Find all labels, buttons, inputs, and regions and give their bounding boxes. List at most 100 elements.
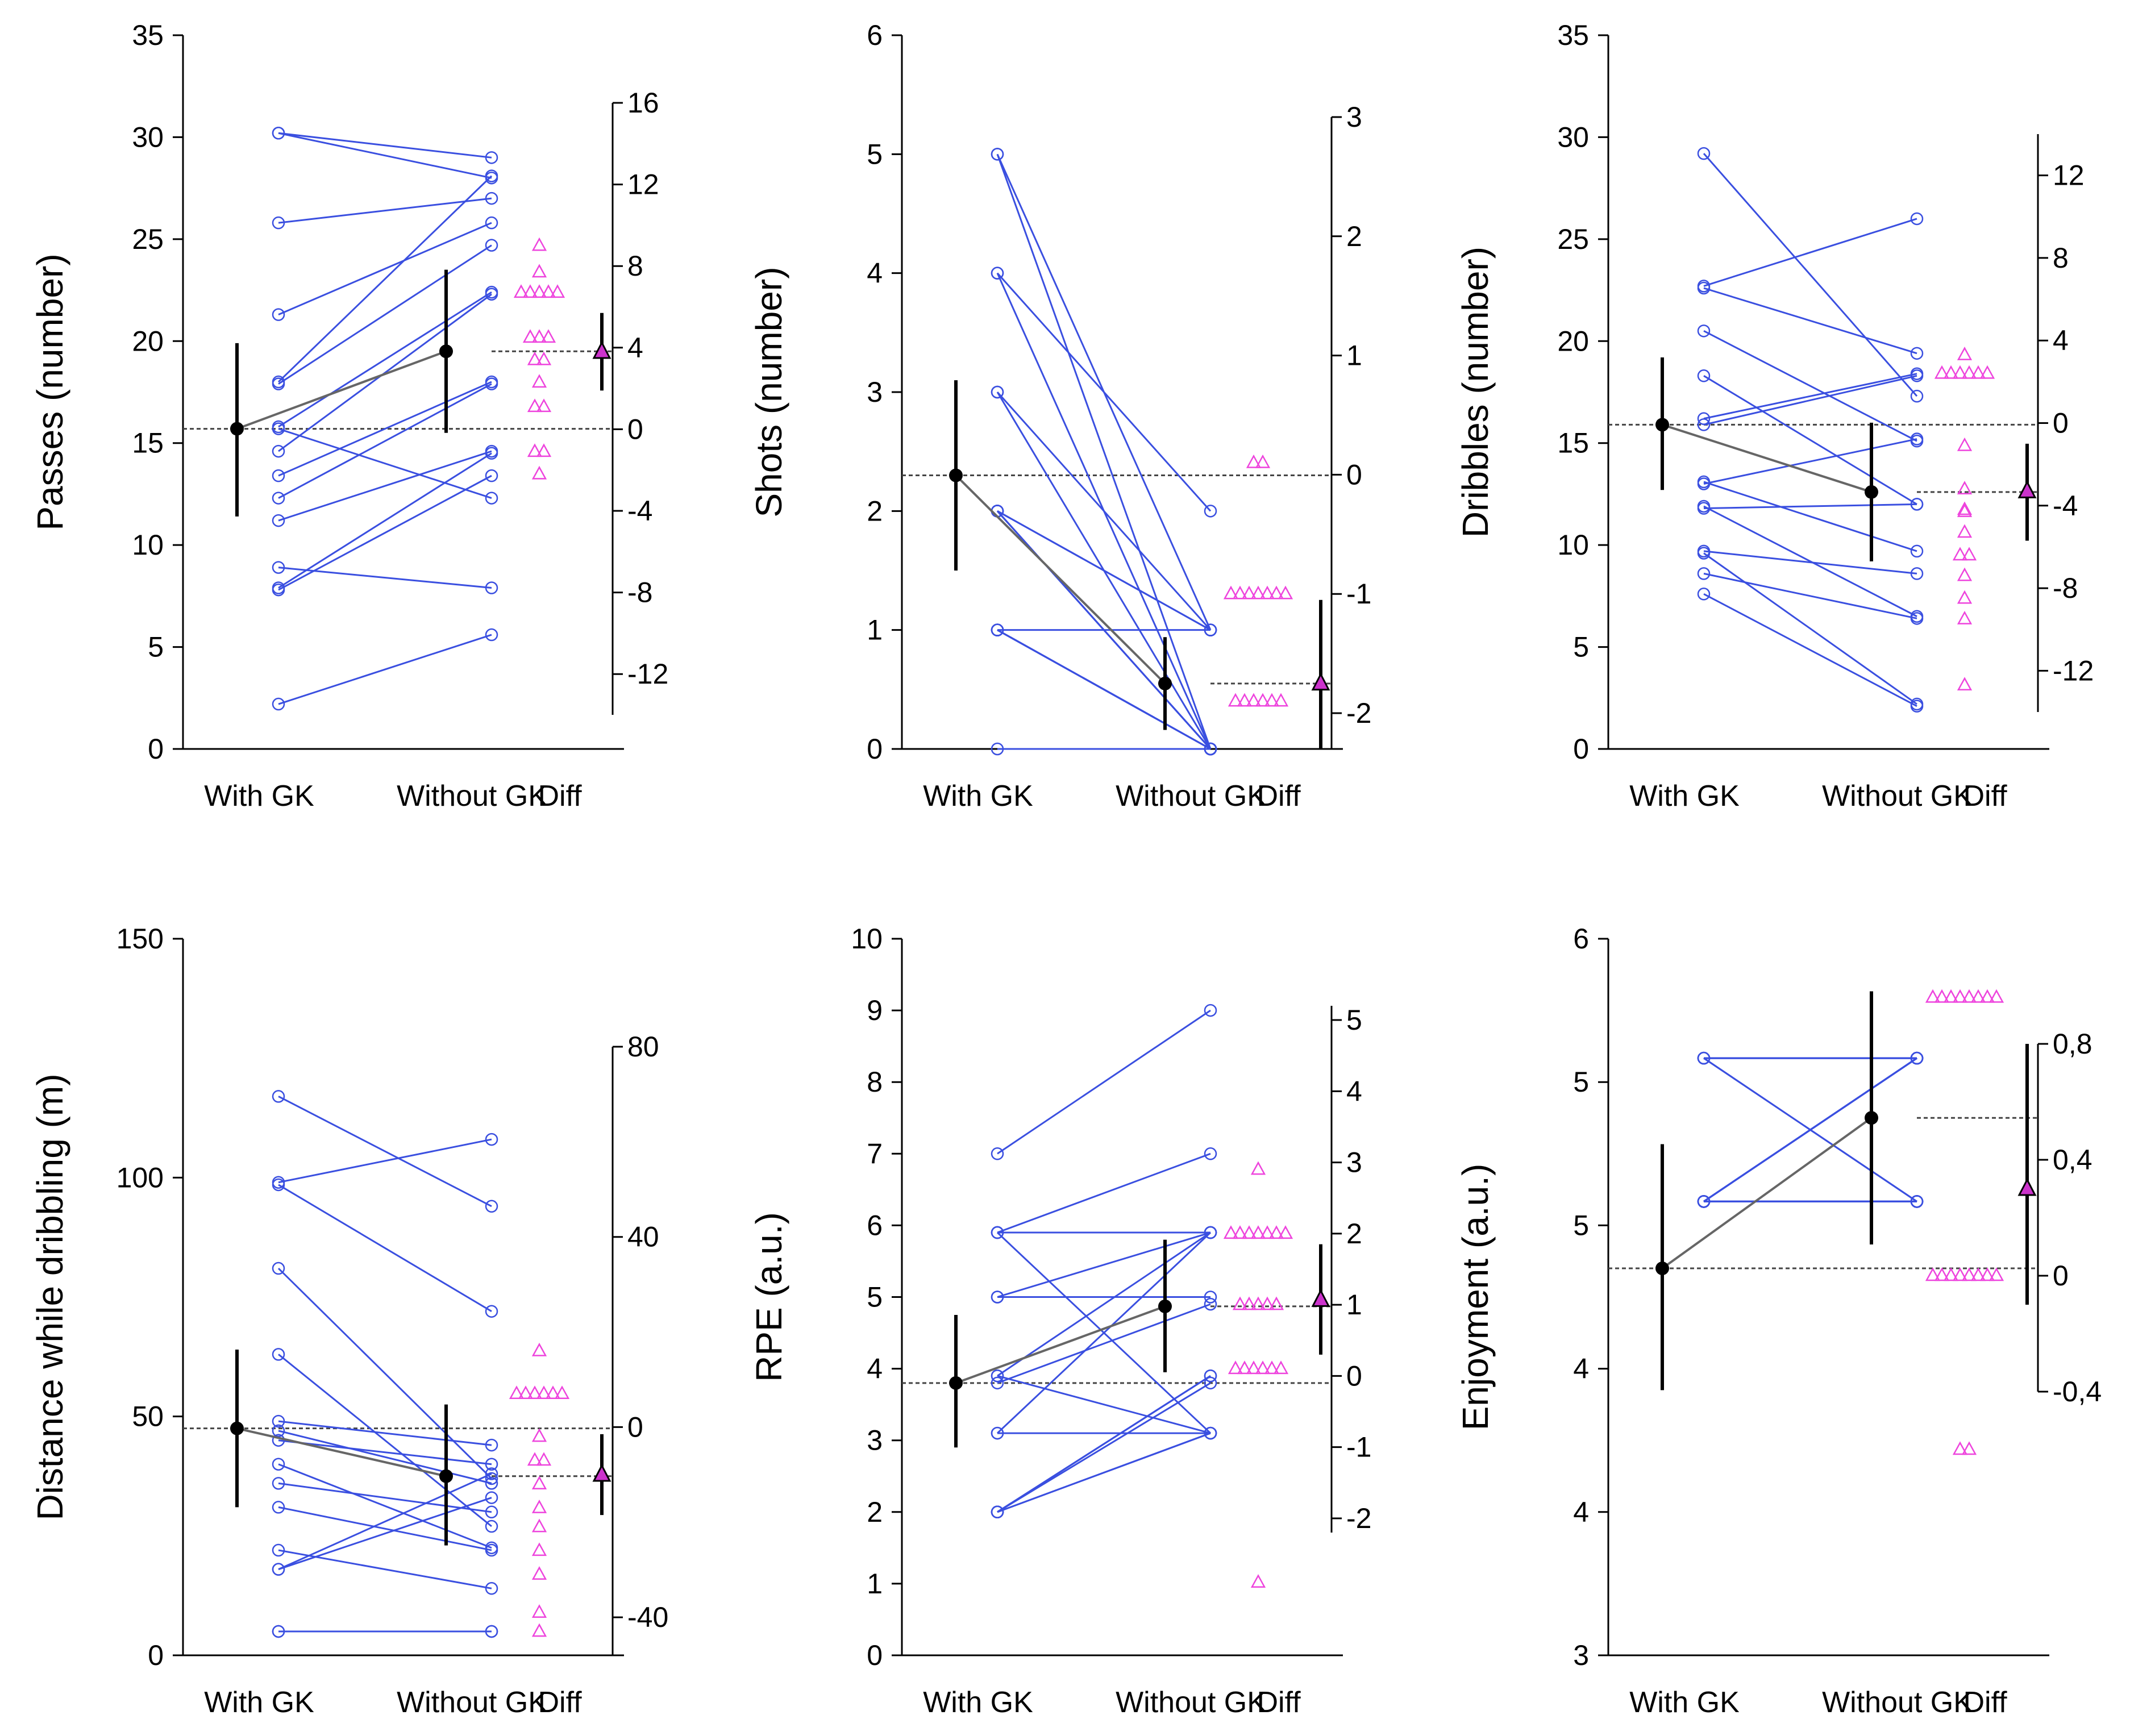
- with-gk-mean: [1655, 1262, 1669, 1276]
- y-tick-label: 7: [867, 1138, 883, 1169]
- y-tick-label: 0: [867, 733, 883, 765]
- y-tick-label: 25: [1557, 223, 1589, 255]
- diff-mean: [2017, 1177, 2037, 1196]
- diff-mean: [1311, 672, 1330, 691]
- diff-point: [1241, 585, 1257, 600]
- mean-line: [236, 1427, 447, 1477]
- mean-line: [955, 474, 1166, 685]
- pair-line: [278, 132, 492, 179]
- y-axis-title: Enjoyment (a.u.): [1455, 1164, 1496, 1431]
- without-gk-point: [1204, 1426, 1217, 1440]
- diff-point: [1952, 1267, 1968, 1281]
- with-gk-mean: [230, 422, 244, 436]
- pair-line: [278, 132, 492, 159]
- diff-tick-label: -12: [627, 658, 668, 690]
- diff-point: [1246, 1360, 1262, 1375]
- diff-point: [1961, 1441, 1977, 1455]
- without-gk-point: [485, 581, 498, 594]
- without-gk-point: [485, 1519, 498, 1533]
- with-gk-point: [272, 1434, 285, 1447]
- diff-point: [531, 1542, 547, 1556]
- without-gk-point: [1910, 498, 1924, 511]
- diff-point: [550, 284, 565, 298]
- diff-point: [531, 465, 547, 480]
- with-gk-point: [1697, 1195, 1711, 1208]
- x-category-label: Diff: [538, 780, 582, 813]
- without-gk-point: [1204, 1290, 1217, 1304]
- diff-point: [1241, 1296, 1257, 1310]
- pair-line: [1703, 373, 1917, 420]
- diff-point: [536, 1385, 552, 1400]
- diff-point: [1952, 365, 1968, 379]
- with-gk-mean: [949, 1376, 963, 1390]
- pair-line: [1703, 218, 1917, 287]
- without-gk-point: [485, 1200, 498, 1213]
- pair-line: [278, 197, 492, 224]
- with-gk-point: [1697, 588, 1711, 601]
- diff-point: [531, 1566, 547, 1580]
- with-gk-point: [991, 1505, 1004, 1519]
- y-tick-label: 10: [851, 923, 883, 955]
- without-gk-point: [1204, 742, 1217, 756]
- pair-line: [1703, 550, 1917, 574]
- diff-tick-label: -8: [627, 577, 652, 609]
- pair-line: [1703, 330, 1917, 442]
- panel-4: 0 50 100 150 Distance while dribbling (m) Wit…: [30, 923, 668, 1719]
- x-category-label: Diff: [1963, 1686, 2007, 1719]
- diff-tick-label: -2: [1346, 697, 1371, 729]
- x-category-label: Diff: [1257, 780, 1301, 813]
- diff-point: [1988, 1267, 2004, 1281]
- y-tick-label: 20: [1557, 325, 1589, 357]
- diff-point: [513, 284, 529, 298]
- diff-point: [1957, 503, 1973, 517]
- without-gk-point: [485, 1472, 498, 1485]
- pair-line: [997, 1375, 1211, 1434]
- with-gk-point: [272, 377, 285, 390]
- diff-point: [1268, 1225, 1284, 1239]
- diff-tick-label: 0: [2053, 407, 2069, 439]
- without-gk-point: [485, 628, 498, 642]
- without-gk-point: [485, 169, 498, 182]
- diff-point: [1979, 1267, 1995, 1281]
- with-gk-point: [272, 444, 285, 458]
- y-tick-label: 6: [1573, 923, 1589, 955]
- pair-line: [278, 452, 492, 589]
- x-category-label: Diff: [538, 1686, 582, 1719]
- pair-line: [278, 1184, 492, 1313]
- diff-tick-label: 0: [2053, 1260, 2069, 1292]
- diff-point: [1255, 454, 1271, 468]
- diff-point: [536, 351, 552, 365]
- without-gk-point: [485, 191, 498, 205]
- x-category-label: Diff: [1963, 780, 2007, 813]
- pair-line: [996, 391, 1212, 631]
- diff-point: [1278, 585, 1293, 600]
- diff-point: [1259, 585, 1275, 600]
- without-gk-point: [1204, 505, 1217, 518]
- diff-point: [1246, 454, 1262, 468]
- diff-point: [1264, 1360, 1280, 1375]
- without-gk-point: [485, 1133, 498, 1146]
- diff-tick-label: 1: [1346, 340, 1362, 372]
- y-tick-label: 10: [132, 529, 164, 561]
- with-gk-point: [272, 1262, 285, 1275]
- with-gk-point: [991, 148, 1004, 161]
- diff-tick-label: -2: [1346, 1502, 1371, 1534]
- y-tick-label: 20: [132, 325, 164, 357]
- diff-mean: [2017, 480, 2037, 498]
- pair-line: [278, 1138, 492, 1184]
- without-gk-point: [1910, 389, 1924, 403]
- x-category-label: With GK: [1629, 780, 1740, 813]
- without-gk-point: [485, 239, 498, 252]
- y-tick-label: 3: [1573, 1639, 1589, 1671]
- diff-point: [527, 351, 543, 365]
- diff-tick-label: 4: [2053, 324, 2069, 356]
- x-category-label: Without GK: [397, 1686, 548, 1719]
- diff-point: [1237, 1360, 1253, 1375]
- with-gk-mean: [230, 1421, 244, 1435]
- pair-line: [278, 383, 492, 499]
- with-gk-mean: [1655, 418, 1669, 432]
- x-category-label: Without GK: [1822, 1686, 1973, 1719]
- diff-point: [1223, 1225, 1239, 1239]
- y-tick-label: 5: [1573, 1066, 1589, 1098]
